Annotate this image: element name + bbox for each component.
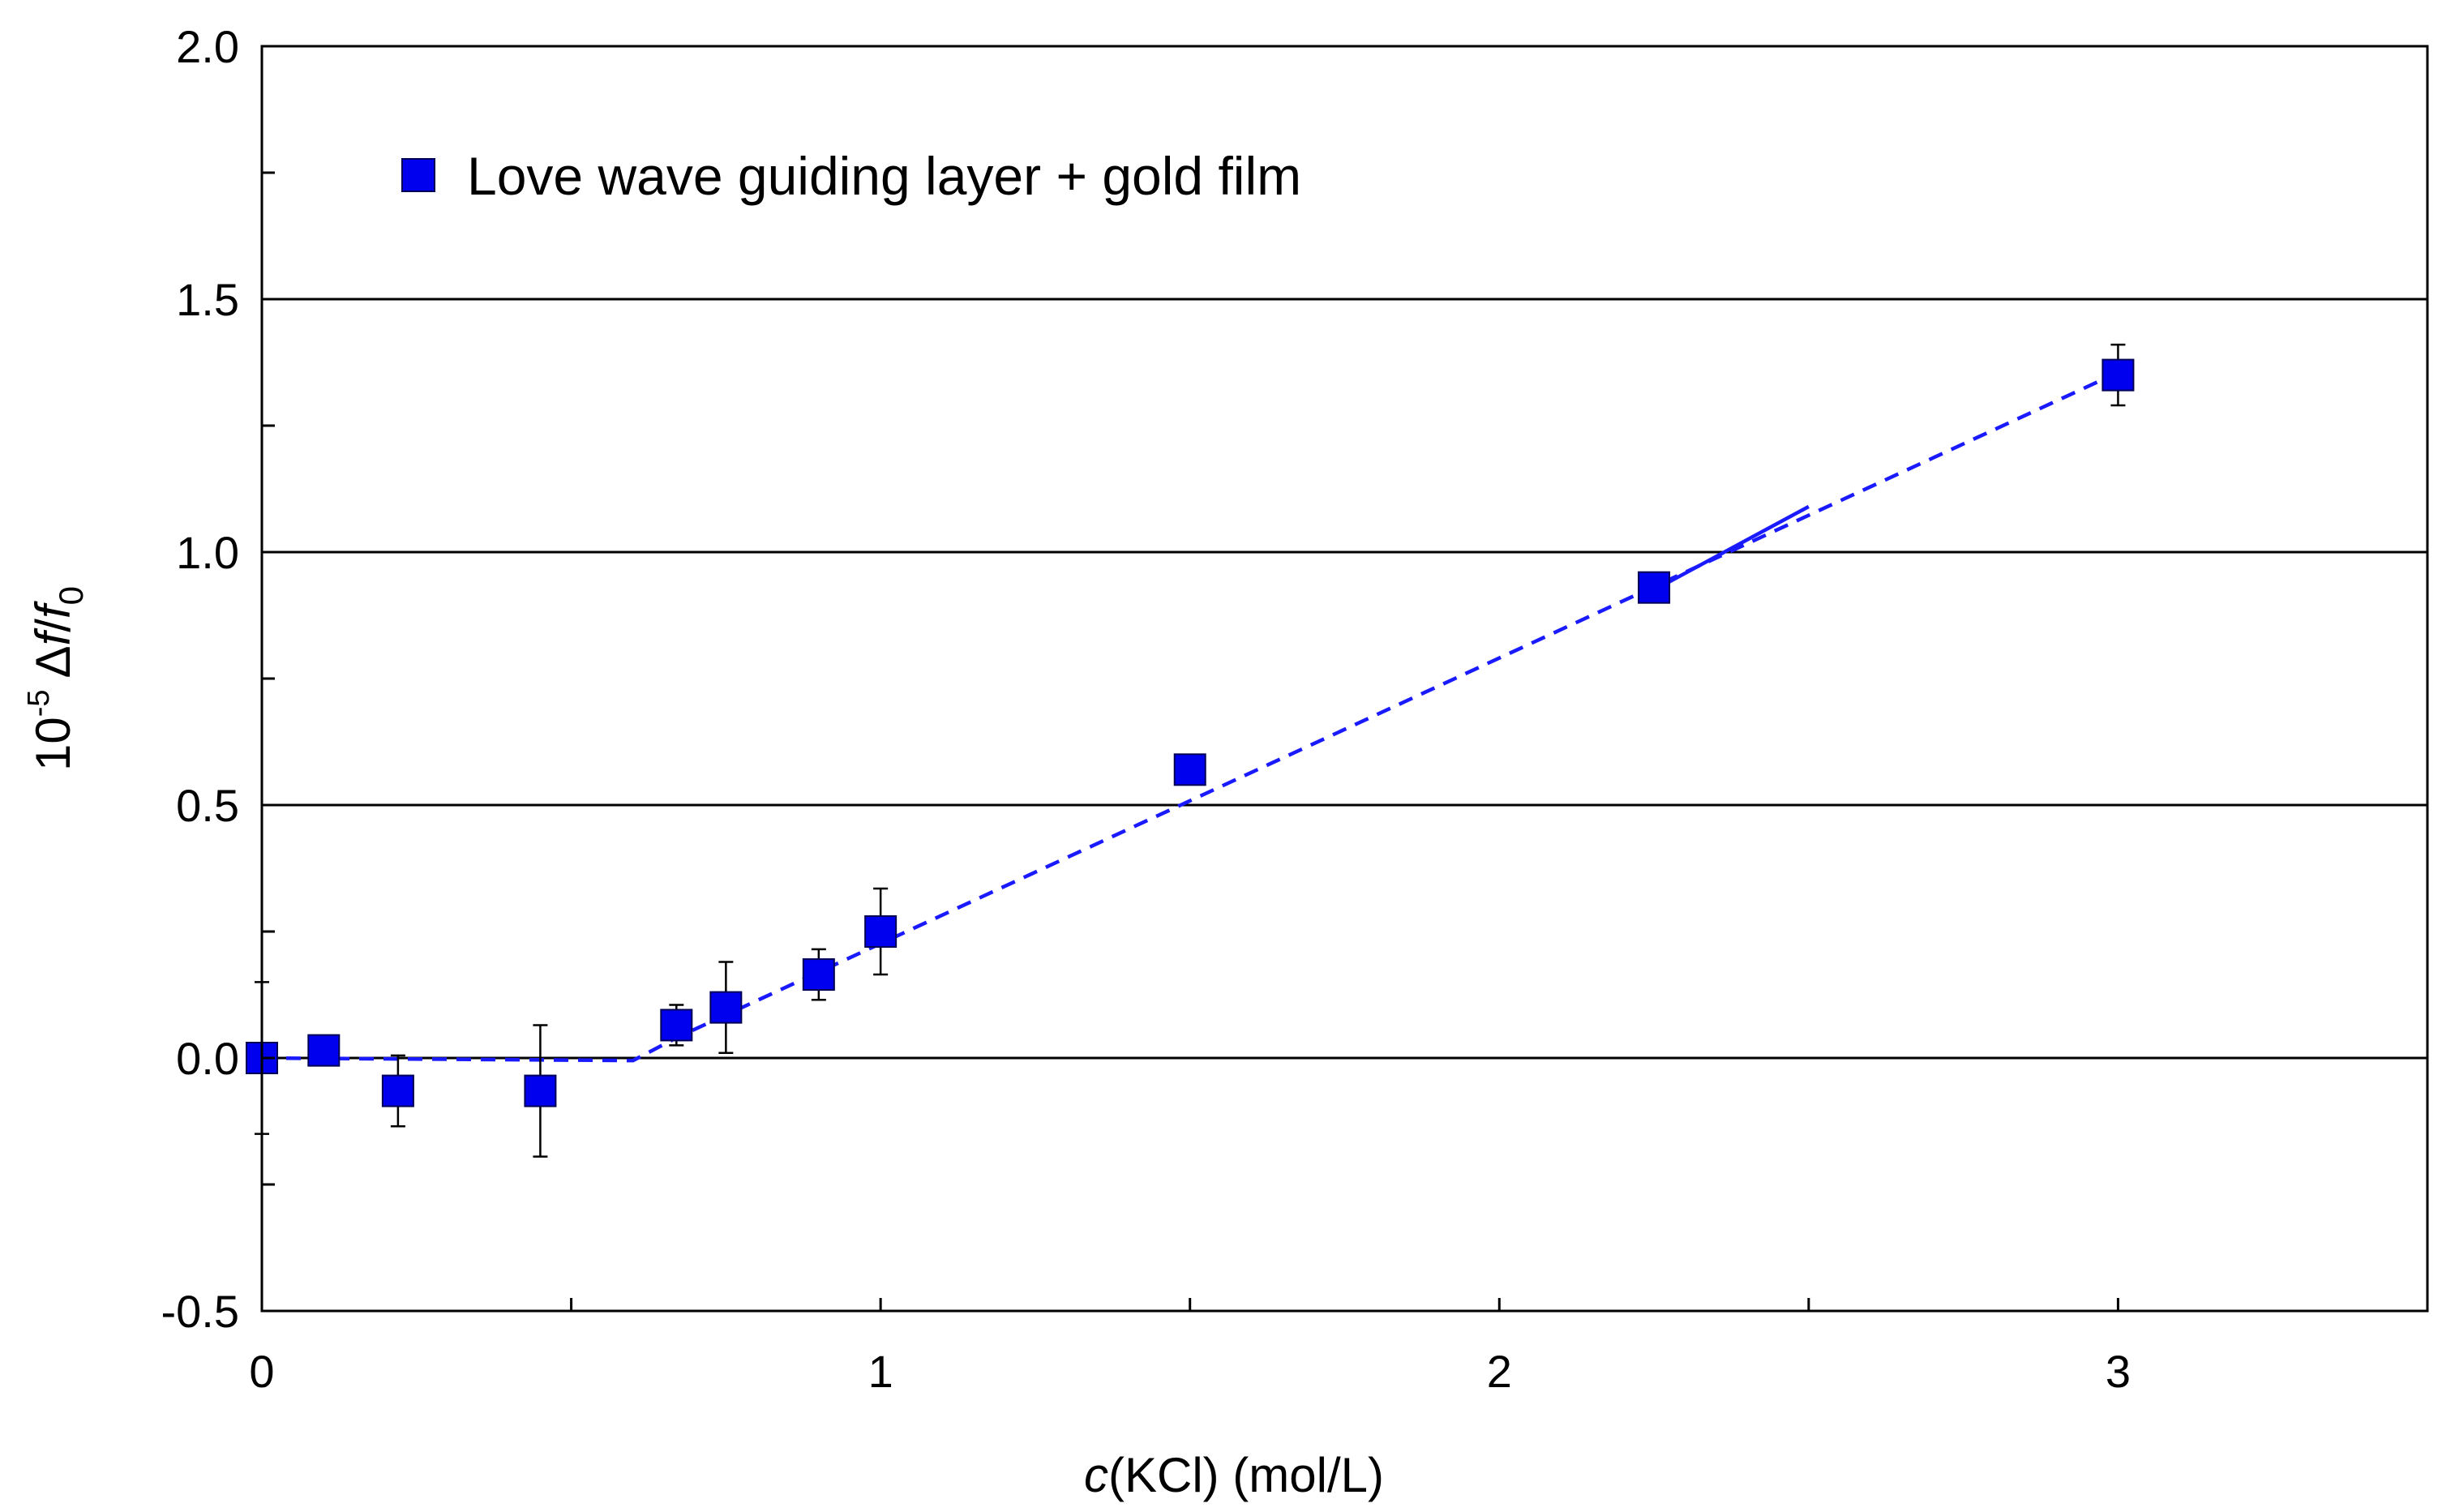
- y-axis-title-f0: f: [26, 601, 80, 619]
- legend: Love wave guiding layer + gold film: [401, 146, 1301, 206]
- data-point: [524, 1074, 557, 1107]
- y-tick-labels: -0.5 0.0 0.5 1.0 1.5 2.0: [161, 21, 240, 1337]
- data-points: [246, 358, 2135, 1107]
- data-point: [307, 1034, 341, 1067]
- fit-line-solid: [1653, 504, 1810, 592]
- fit-line-dashed: [261, 371, 2119, 1063]
- data-point: [660, 1009, 693, 1042]
- y-axis-title-base: 10: [26, 717, 80, 771]
- y-axis-title-subscript: 0: [52, 586, 90, 605]
- y-axis-title-f: f: [26, 628, 80, 645]
- y-tick-label: 1.5: [176, 274, 239, 325]
- gridlines: [262, 298, 2427, 1060]
- data-point: [1638, 571, 1671, 604]
- data-point: [709, 991, 743, 1024]
- legend-marker: [401, 158, 435, 192]
- data-point: [381, 1074, 414, 1107]
- x-tick-labels: 0 1 2 3: [249, 1346, 2131, 1397]
- x-axis-title-rest: (KCl) (mol/L): [1108, 1448, 1384, 1502]
- fit-lines: [261, 371, 2119, 1063]
- y-axis-title: 10-5Δf/f0: [22, 586, 90, 771]
- x-tick-label: 2: [1487, 1346, 1512, 1397]
- data-point: [2101, 358, 2135, 392]
- error-bars: [255, 343, 2126, 1158]
- y-tick-label: -0.5: [161, 1286, 240, 1337]
- y-axis-title-slash: /: [26, 619, 80, 632]
- y-tick-label: 0.0: [176, 1033, 239, 1084]
- x-tick-label: 0: [249, 1346, 274, 1397]
- data-point: [1173, 753, 1206, 786]
- y-tick-label: 0.5: [176, 780, 239, 831]
- x-tick-label: 1: [868, 1346, 893, 1397]
- y-tick-label: 2.0: [176, 21, 239, 72]
- axis-ticks: [260, 45, 2119, 1313]
- x-tick-label: 3: [2106, 1346, 2131, 1397]
- y-axis-title-delta: Δ: [26, 645, 80, 678]
- data-point: [864, 915, 898, 948]
- plot-frame: [260, 45, 2429, 1313]
- x-axis-title: c(KCl) (mol/L): [1084, 1448, 1384, 1502]
- legend-label: Love wave guiding layer + gold film: [467, 146, 1301, 206]
- y-axis-title-exponent: -5: [22, 689, 56, 717]
- y-tick-label: 1.0: [176, 527, 239, 578]
- data-point: [802, 958, 835, 992]
- x-axis-title-variable: c: [1084, 1448, 1108, 1502]
